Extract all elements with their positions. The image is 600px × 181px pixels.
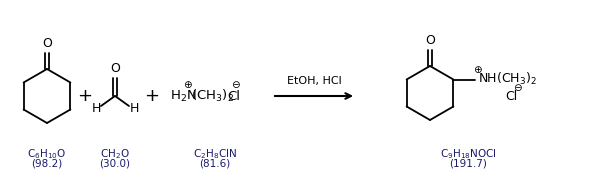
Text: (30.0): (30.0) [100, 158, 131, 168]
Text: (98.2): (98.2) [31, 158, 62, 168]
Text: +: + [77, 87, 92, 105]
Text: (81.6): (81.6) [199, 158, 230, 168]
Text: $\ominus$: $\ominus$ [231, 79, 241, 90]
Text: C$_6$H$_{10}$O: C$_6$H$_{10}$O [28, 147, 67, 161]
Text: H$_2$N: H$_2$N [170, 89, 197, 104]
Text: O: O [425, 34, 435, 47]
Text: C$_2$H$_8$ClN: C$_2$H$_8$ClN [193, 147, 237, 161]
Text: Cl: Cl [227, 89, 240, 102]
Text: H: H [130, 102, 139, 115]
Text: $\ominus$: $\ominus$ [514, 82, 523, 93]
Text: $\oplus$: $\oplus$ [473, 64, 483, 75]
Text: EtOH, HCl: EtOH, HCl [287, 76, 341, 86]
Text: CH$_2$O: CH$_2$O [100, 147, 130, 161]
Text: $\oplus$: $\oplus$ [183, 79, 193, 90]
Text: (191.7): (191.7) [449, 158, 487, 168]
Text: O: O [110, 62, 120, 75]
Text: O: O [42, 37, 52, 50]
Text: H: H [91, 102, 101, 115]
Text: NH(CH$_3$)$_2$: NH(CH$_3$)$_2$ [478, 70, 537, 87]
Text: (CH$_3$)$_2$: (CH$_3$)$_2$ [191, 88, 234, 104]
Text: C$_9$H$_{18}$NOCl: C$_9$H$_{18}$NOCl [440, 147, 496, 161]
Text: Cl: Cl [505, 90, 518, 103]
Text: +: + [145, 87, 160, 105]
